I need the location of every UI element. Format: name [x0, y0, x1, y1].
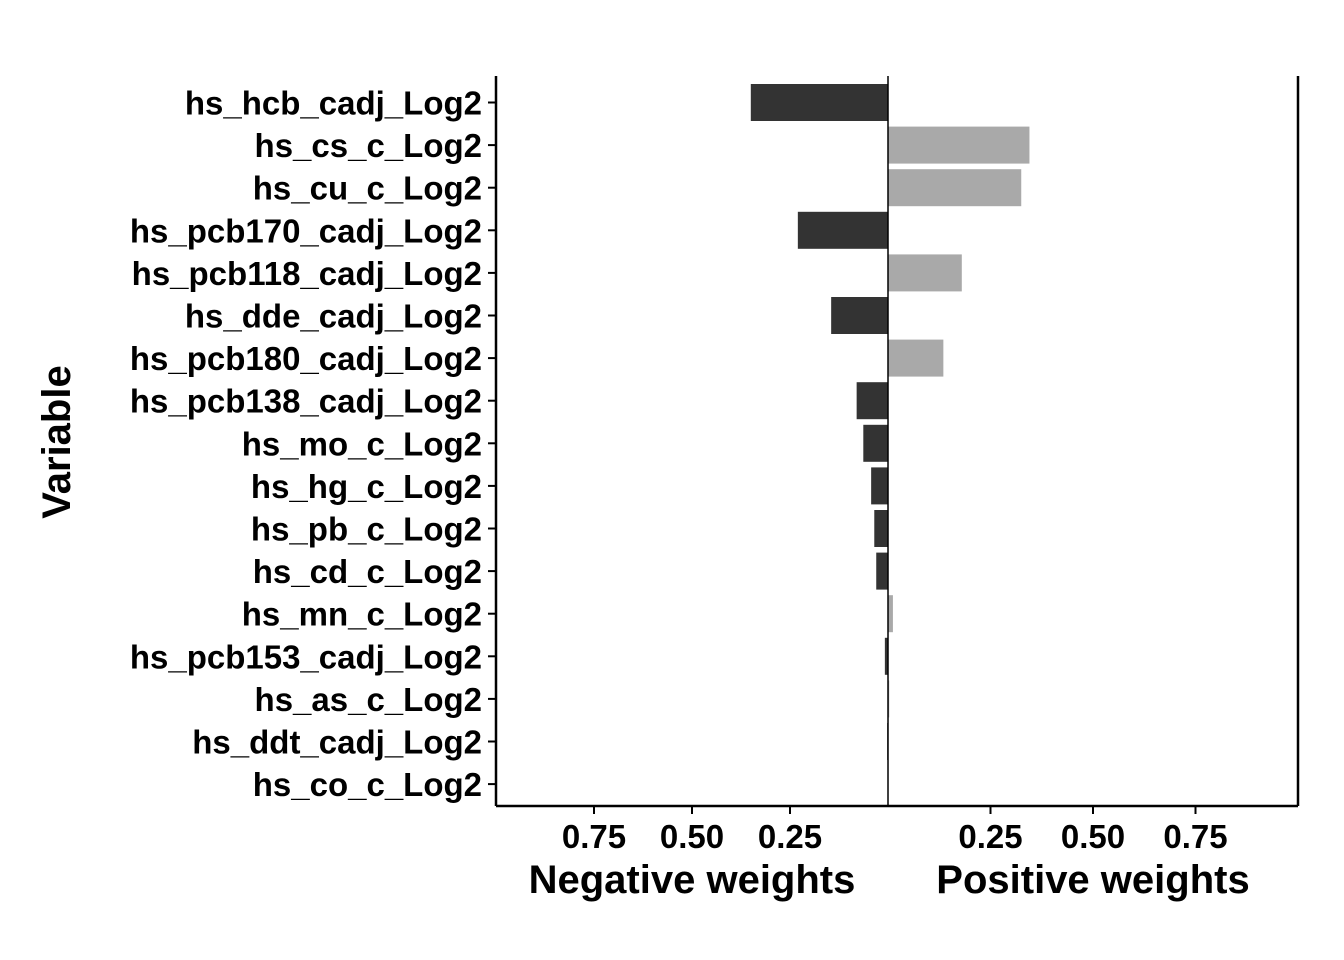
negative-bar — [750, 84, 888, 121]
negative-axis-title: Negative weights — [529, 858, 856, 902]
positive-panel: 0.25 0.50 0.75 — [887, 76, 1300, 855]
variable-label: hs_ddt_cadj_Log2 — [192, 724, 482, 761]
variable-label: hs_pcb153_cadj_Log2 — [130, 638, 482, 675]
variable-label: hs_hg_c_Log2 — [251, 468, 482, 505]
positive-bar — [888, 339, 944, 377]
positive-x-tick-label: 0.25 — [958, 818, 1022, 855]
variable-label: hs_pcb180_cadj_Log2 — [130, 340, 482, 377]
negative-x-tick-label: 0.50 — [660, 818, 724, 855]
positive-x-tick-label: 0.50 — [1061, 818, 1125, 855]
variable-label: hs_cu_c_Log2 — [253, 170, 482, 207]
negative-x-tick-label: 0.75 — [562, 818, 626, 855]
y-axis-title: Variable — [35, 365, 79, 518]
variable-label: hs_dde_cadj_Log2 — [185, 298, 482, 335]
variable-label: hs_pb_c_Log2 — [251, 511, 482, 548]
positive-axis-title: Positive weights — [936, 858, 1249, 902]
negative-bar — [876, 552, 888, 590]
positive-bar — [888, 595, 893, 633]
variable-label: hs_pcb170_cadj_Log2 — [130, 212, 482, 249]
variable-label: hs_as_c_Log2 — [255, 681, 482, 718]
negative-bar — [863, 424, 888, 462]
variable-label: hs_pcb118_cadj_Log2 — [132, 255, 482, 292]
variable-label: hs_cs_c_Log2 — [255, 127, 482, 164]
variable-label: hs_co_c_Log2 — [253, 766, 482, 803]
variable-label: hs_mo_c_Log2 — [242, 425, 482, 462]
negative-panel: 0.75 0.50 0.25 — [494, 76, 888, 855]
variable-label: hs_mn_c_Log2 — [242, 596, 482, 633]
negative-bar — [797, 211, 888, 249]
positive-bar — [888, 169, 1022, 207]
positive-bar — [888, 126, 1030, 164]
variable-label: hs_cd_c_Log2 — [253, 553, 482, 590]
negative-bar — [884, 637, 888, 675]
negative-bar — [831, 297, 888, 334]
variable-labels: hs_hcb_cadj_Log2 hs_cs_c_Log2 hs_cu_c_Log2… — [130, 85, 496, 803]
positive-x-tick-label: 0.75 — [1163, 818, 1227, 855]
variable-label: hs_pcb138_cadj_Log2 — [130, 383, 482, 420]
negative-bar — [871, 467, 888, 505]
negative-x-tick-label: 0.25 — [758, 818, 822, 855]
variable-label: hs_hcb_cadj_Log2 — [185, 85, 482, 122]
negative-bar — [874, 510, 888, 547]
negative-bar — [856, 382, 888, 420]
positive-bar — [888, 254, 962, 292]
